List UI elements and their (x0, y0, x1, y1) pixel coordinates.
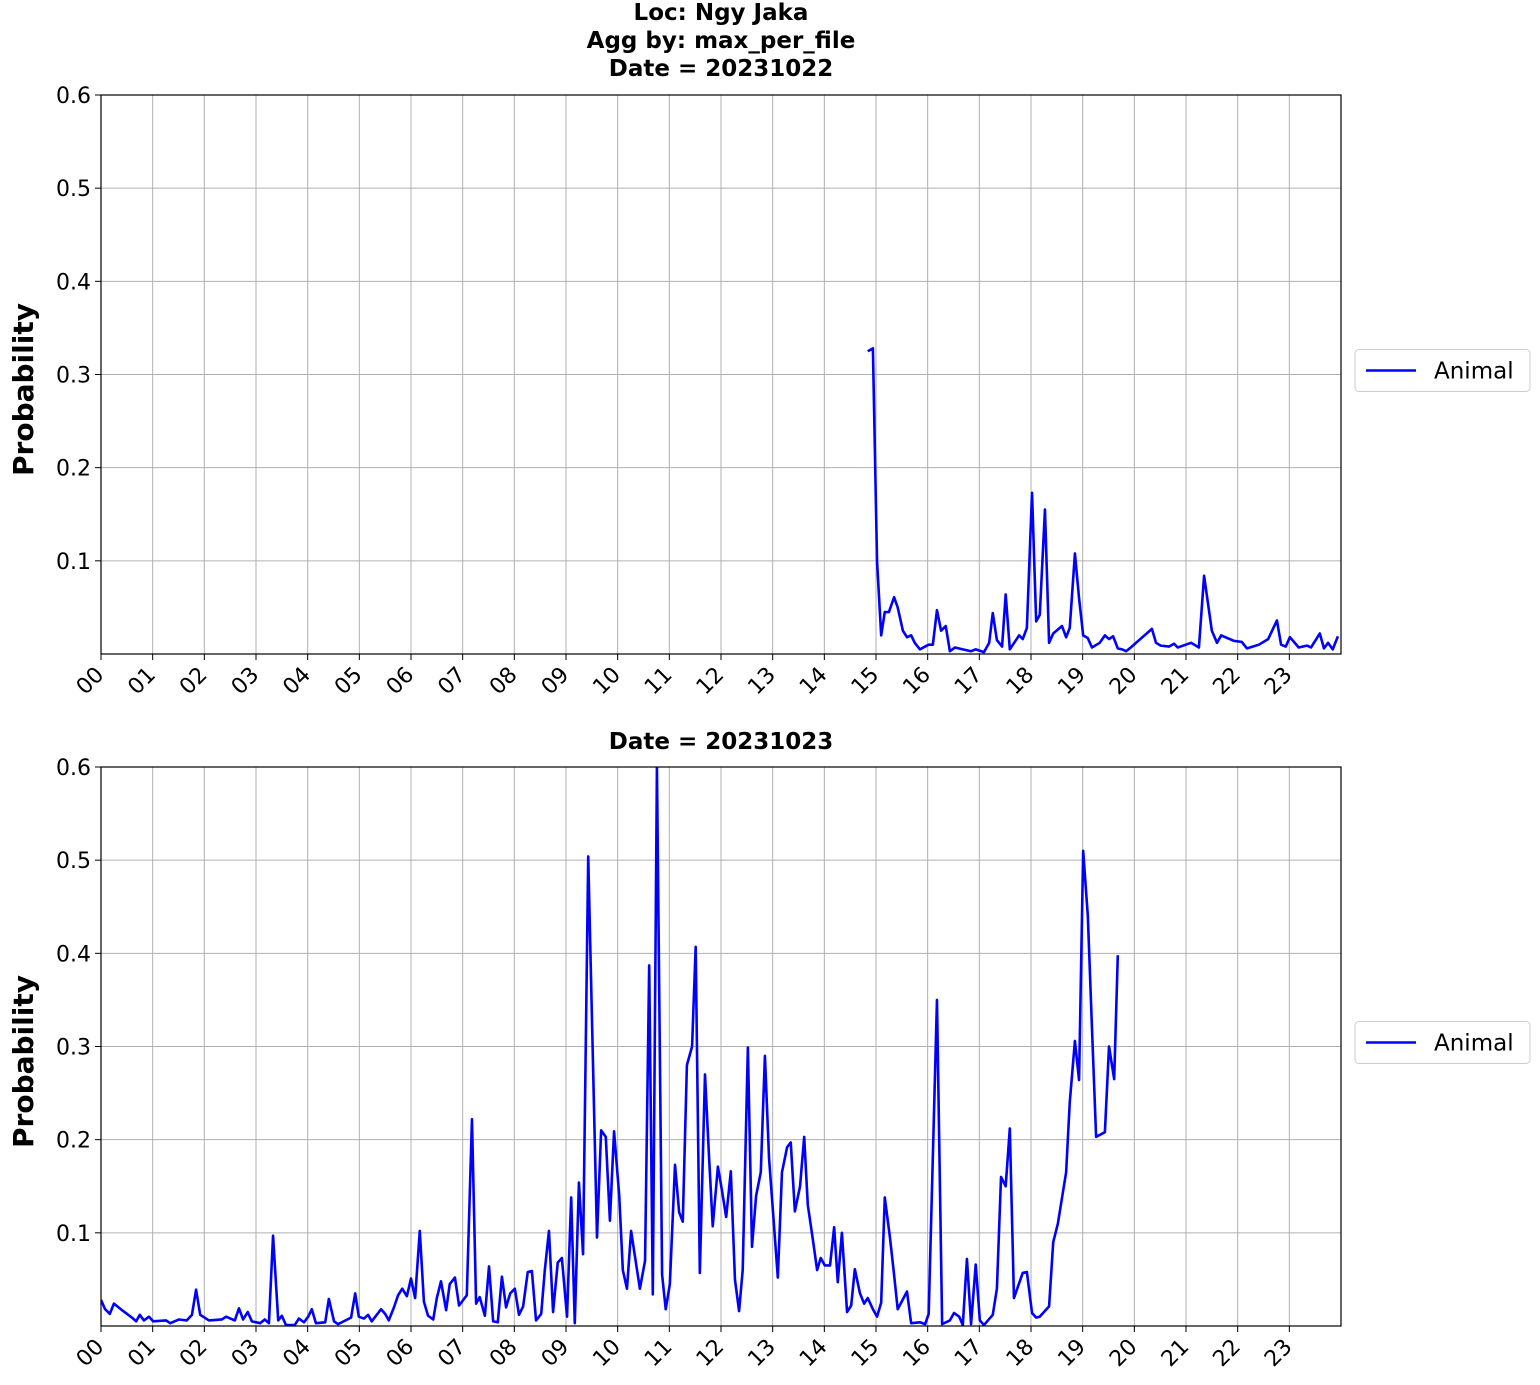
x-tick-label: 13 (743, 1335, 780, 1372)
x-tick-label: 07 (433, 663, 470, 700)
y-tick-label: 0.1 (56, 1222, 91, 1247)
x-tick-label: 21 (1157, 663, 1194, 700)
x-tick-label: 02 (175, 663, 212, 700)
x-tick-label: 06 (382, 1335, 419, 1372)
chart-title: Loc: Ngy Jaka (634, 0, 809, 26)
x-tick-label: 19 (1053, 663, 1090, 700)
y-tick-label: 0.5 (56, 177, 91, 202)
y-tick-label: 0.2 (56, 1129, 91, 1154)
chart-title: Agg by: max_per_file (587, 28, 856, 54)
x-tick-label: 22 (1208, 1335, 1245, 1372)
x-tick-label: 19 (1053, 1335, 1090, 1372)
x-tick-label: 07 (433, 1335, 470, 1372)
chart-title: Date = 20231023 (609, 729, 834, 755)
x-tick-label: 14 (795, 663, 832, 700)
x-tick-label: 05 (330, 663, 367, 700)
x-tick-label: 04 (278, 1335, 315, 1372)
x-tick-label: 06 (382, 663, 419, 700)
chart-title: Date = 20231022 (609, 56, 834, 82)
y-tick-label: 0.5 (56, 849, 91, 874)
x-tick-label: 05 (330, 1335, 367, 1372)
y-axis-label: Probability (7, 303, 40, 476)
x-tick-label: 03 (227, 1335, 264, 1372)
y-tick-label: 0.4 (56, 942, 91, 967)
x-tick-label: 09 (537, 1335, 574, 1372)
x-tick-label: 21 (1157, 1335, 1194, 1372)
x-tick-label: 17 (950, 663, 987, 700)
y-tick-label: 0.3 (56, 1036, 91, 1061)
legend-box (1354, 1021, 1531, 1064)
y-tick-label: 0.1 (56, 550, 91, 575)
x-tick-label: 00 (72, 663, 109, 700)
y-axis-label: Probability (7, 975, 40, 1148)
plot-frame (100, 94, 1342, 655)
y-tick-label: 0.4 (56, 270, 91, 295)
x-tick-label: 02 (175, 1335, 212, 1372)
x-tick-label: 22 (1208, 663, 1245, 700)
data-line (867, 347, 1340, 654)
x-tick-label: 18 (1002, 1335, 1039, 1372)
x-tick-label: 09 (537, 663, 574, 700)
x-tick-label: 10 (588, 663, 625, 700)
x-tick-label: 16 (898, 663, 935, 700)
x-tick-label: 11 (640, 663, 677, 700)
x-tick-label: 04 (278, 663, 315, 700)
x-tick-label: 11 (640, 1335, 677, 1372)
x-tick-label: 15 (847, 1335, 884, 1372)
plot-frame (100, 766, 1342, 1327)
x-tick-label: 18 (1002, 663, 1039, 700)
x-tick-label: 12 (692, 663, 729, 700)
x-tick-label: 01 (123, 1335, 160, 1372)
x-tick-label: 13 (743, 663, 780, 700)
x-tick-label: 01 (123, 663, 160, 700)
x-tick-label: 10 (588, 1335, 625, 1372)
x-tick-label: 23 (1260, 663, 1297, 700)
x-tick-label: 23 (1260, 1335, 1297, 1372)
x-tick-label: 17 (950, 1335, 987, 1372)
legend-label: Animal (1434, 1031, 1514, 1057)
x-tick-label: 12 (692, 1335, 729, 1372)
y-tick-label: 0.6 (56, 756, 91, 781)
data-line (101, 767, 1120, 1326)
x-tick-label: 16 (898, 1335, 935, 1372)
x-tick-label: 08 (485, 663, 522, 700)
legend-box (1354, 349, 1531, 392)
legend-label: Animal (1434, 359, 1514, 385)
y-tick-label: 0.3 (56, 364, 91, 389)
x-tick-label: 14 (795, 1335, 832, 1372)
x-tick-label: 08 (485, 1335, 522, 1372)
x-tick-label: 15 (847, 663, 884, 700)
y-tick-label: 0.2 (56, 457, 91, 482)
x-tick-label: 20 (1105, 1335, 1142, 1372)
x-tick-label: 20 (1105, 663, 1142, 700)
y-tick-label: 0.6 (56, 84, 91, 109)
x-tick-label: 00 (72, 1335, 109, 1372)
x-tick-label: 03 (227, 663, 264, 700)
